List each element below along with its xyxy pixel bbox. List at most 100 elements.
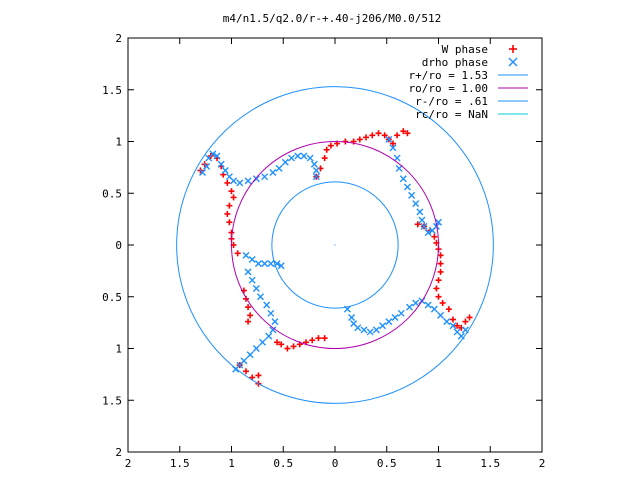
data-point (265, 332, 273, 340)
x-tick-label: 1.5 (170, 457, 190, 470)
ring-circle (231, 141, 439, 349)
data-point (244, 177, 252, 185)
data-point (275, 164, 283, 172)
data-point (433, 285, 440, 292)
data-point (443, 318, 451, 326)
data-point (242, 295, 249, 302)
data-point (397, 309, 405, 317)
data-point (244, 268, 252, 276)
data-point (400, 128, 407, 135)
data-point (259, 338, 267, 346)
data-point (408, 191, 416, 199)
data-point (430, 305, 438, 313)
y-tick-label: 0.5 (102, 291, 122, 304)
data-point (399, 175, 407, 183)
data-point (389, 140, 396, 147)
data-point (360, 326, 368, 334)
data-point (395, 164, 403, 172)
legend-label: W phase (442, 43, 488, 56)
y-tick-label: 1.5 (102, 84, 122, 97)
data-point (354, 324, 362, 332)
data-point (424, 229, 432, 237)
data-point (315, 335, 322, 342)
legend-label: drho phase (422, 56, 488, 69)
data-point (252, 345, 260, 352)
series-3 (231, 141, 439, 349)
data-point (306, 154, 314, 162)
data-point (274, 339, 281, 346)
data-point (366, 328, 374, 336)
data-point (321, 155, 328, 162)
data-point (246, 351, 254, 359)
data-point (406, 303, 414, 311)
x-tick-label: 1 (435, 457, 442, 470)
data-point (424, 301, 432, 309)
legend-label: r+/ro = 1.53 (409, 69, 488, 82)
data-point (261, 260, 269, 268)
data-point (217, 160, 225, 168)
data-point (431, 233, 438, 240)
data-point (449, 322, 457, 330)
data-point (348, 313, 356, 321)
data-point (277, 262, 285, 270)
y-tick-label: 1 (115, 136, 122, 149)
data-point (309, 337, 316, 344)
data-point (412, 200, 420, 208)
data-point (454, 322, 461, 329)
data-point (209, 150, 217, 158)
ring-circle (176, 86, 494, 404)
x-tick-label: 1.5 (480, 457, 500, 470)
data-point (356, 136, 363, 143)
data-point (369, 132, 376, 139)
data-point (300, 152, 308, 160)
data-point (226, 202, 233, 209)
data-point (372, 326, 380, 334)
data-point (437, 252, 444, 259)
data-point (462, 318, 469, 325)
data-point (242, 251, 250, 259)
data-point (312, 166, 320, 174)
series-4 (271, 181, 399, 309)
data-point (256, 293, 264, 301)
data-point (267, 260, 275, 268)
ring-circle (271, 181, 399, 309)
data-point (418, 216, 426, 224)
origin-dot (334, 244, 336, 246)
data-point (224, 179, 231, 186)
data-point (281, 158, 289, 166)
y-tick-label: 2 (115, 446, 122, 459)
data-point (252, 284, 260, 292)
x-tick-label: 2 (125, 457, 132, 470)
data-point (230, 177, 238, 185)
data-point (381, 132, 388, 139)
legend-label: r-/ro = .61 (415, 95, 488, 108)
data-point (385, 135, 393, 143)
data-point (414, 221, 421, 228)
data-point (247, 312, 254, 319)
x-tick-label: 0.5 (273, 457, 293, 470)
data-point (327, 142, 334, 149)
data-point (294, 152, 302, 160)
data-point (284, 345, 291, 352)
series-2 (176, 86, 494, 404)
data-point (224, 210, 231, 217)
series-layer (176, 86, 494, 404)
data-point (310, 160, 318, 168)
legend-label: ro/ro = 1.00 (409, 82, 488, 95)
data-point (385, 318, 393, 326)
data-point (245, 318, 252, 325)
legend-label: rc/ro = NaN (415, 108, 488, 121)
data-point (437, 311, 445, 319)
data-point (242, 368, 249, 375)
legend-swatch (509, 45, 517, 53)
y-tick-label: 1.5 (102, 394, 122, 407)
legend-swatch (508, 57, 518, 67)
series-1 (199, 135, 469, 373)
data-point (271, 318, 279, 326)
data-point (445, 306, 452, 313)
data-point (269, 326, 277, 334)
ticks-layer: 2 1.5 1 0.5 0 0.5 1 1.5 221.510.500.511.52 (102, 32, 545, 470)
data-point (393, 154, 401, 162)
data-point (288, 154, 296, 162)
